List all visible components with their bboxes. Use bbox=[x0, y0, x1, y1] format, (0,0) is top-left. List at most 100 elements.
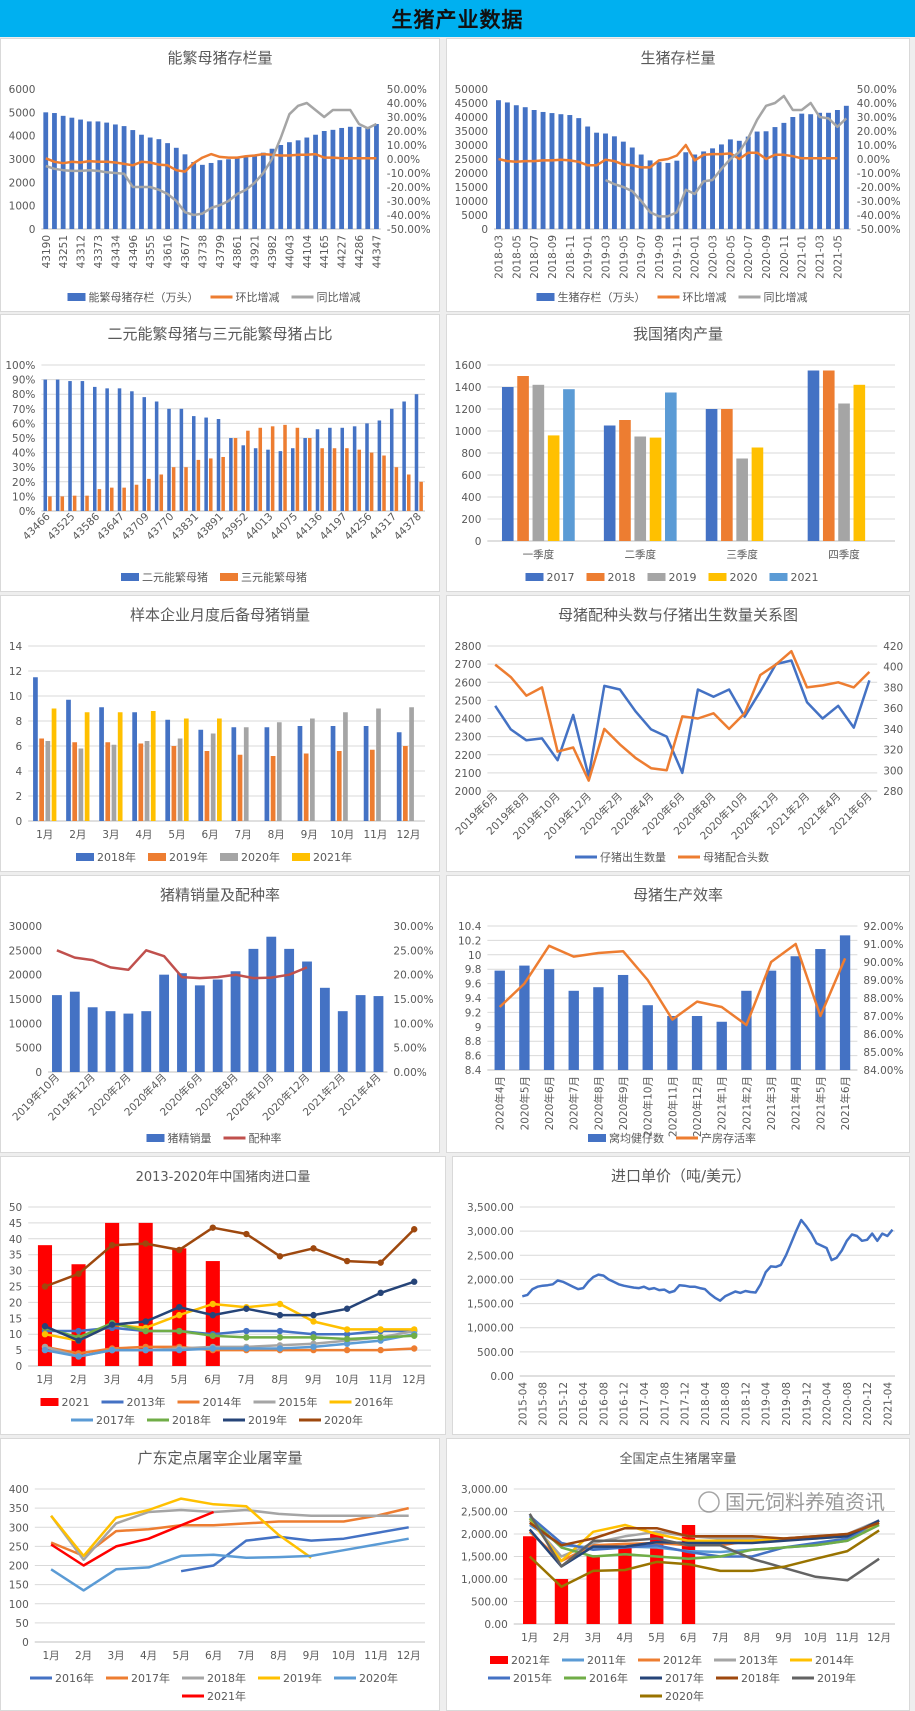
y-axis-left: 0 5000 10000 15000 20000 25000 30000 bbox=[9, 921, 42, 1079]
x-tick-label: 2020-12 bbox=[862, 1382, 874, 1426]
y-tick-label: 10 bbox=[9, 1329, 22, 1341]
bar bbox=[618, 1546, 632, 1624]
bar bbox=[710, 148, 715, 229]
line-series bbox=[498, 143, 838, 169]
bar bbox=[310, 718, 315, 821]
bar bbox=[69, 117, 75, 229]
x-tick-label: 43799 bbox=[215, 235, 227, 268]
bar bbox=[276, 722, 282, 821]
bar bbox=[519, 965, 530, 1070]
y-tick-label: -30.00% bbox=[387, 196, 431, 208]
y-tick-label: 20 bbox=[9, 1297, 22, 1309]
x-tick-label: 4月 bbox=[135, 829, 152, 841]
y-tick-label: 2,500.00 bbox=[467, 1250, 514, 1262]
bar bbox=[278, 145, 284, 229]
x-tick-label: 12月 bbox=[397, 1650, 421, 1662]
x-tick-label: 2018-11 bbox=[565, 235, 577, 279]
bar bbox=[52, 113, 57, 229]
legend-label: 2015年 bbox=[513, 1671, 552, 1685]
bar bbox=[123, 1013, 134, 1072]
x-tick-label: 10月 bbox=[335, 1374, 359, 1386]
x-tick-label: 12月 bbox=[867, 1632, 891, 1644]
bar bbox=[132, 712, 137, 821]
bar bbox=[345, 448, 349, 511]
legend-label: 2020年 bbox=[359, 1671, 398, 1685]
series-line bbox=[50, 1537, 409, 1592]
y-tick-label: 50000 bbox=[455, 84, 488, 96]
y-axis-left: 0 5000 10000 15000 20000 25000 30000 35000 40000… bbox=[455, 84, 488, 236]
bar bbox=[210, 733, 216, 821]
bar bbox=[594, 132, 600, 229]
bar bbox=[419, 481, 423, 511]
legend: 2017 2018 2019 2020 2021 bbox=[525, 571, 819, 584]
y-tick-label: 300 bbox=[9, 1522, 29, 1534]
legend: 2018年 2019年 2020年 2021年 bbox=[76, 850, 352, 864]
x-tick-label: 2019-08 bbox=[781, 1382, 793, 1426]
y-tick-label: 40% bbox=[12, 448, 35, 460]
y-tick-label: 35 bbox=[9, 1250, 22, 1262]
legend-item: 2019年 bbox=[792, 1671, 856, 1685]
bar bbox=[51, 708, 57, 821]
bar-series bbox=[33, 677, 402, 821]
y-tick-label: 200 bbox=[9, 1561, 29, 1573]
y-tick-label: 90% bbox=[12, 375, 35, 387]
chart-panel: 全国定点生猪屠宰量 2021年 2011年 2012年 2013年 2014年 2015年 2… bbox=[446, 1438, 910, 1711]
data-point bbox=[411, 1345, 418, 1352]
y-tick-label: 1,000.00 bbox=[467, 1323, 514, 1335]
x-tick-label: 2020-09 bbox=[761, 235, 773, 279]
x-tick-label: 2016-08 bbox=[598, 1382, 610, 1426]
bar bbox=[147, 478, 151, 511]
x-tick-label: 43738 bbox=[197, 235, 209, 268]
x-tick-label: 2020-05 bbox=[725, 235, 737, 279]
bar bbox=[382, 455, 386, 511]
bar bbox=[586, 1555, 600, 1624]
x-tick-label: 44227 bbox=[337, 235, 349, 268]
bar bbox=[340, 427, 345, 511]
x-tick-label: 7月 bbox=[238, 1650, 255, 1662]
x-tick-label: 9月 bbox=[305, 1374, 322, 1386]
bar bbox=[347, 126, 353, 229]
legend-item: 仔猪出生数量 bbox=[575, 850, 666, 864]
legend-swatch bbox=[121, 573, 139, 581]
legend-item: 2012年 bbox=[638, 1653, 702, 1667]
y-axis-left: 0 1000 2000 3000 4000 5000 6000 bbox=[9, 84, 36, 236]
bar bbox=[716, 1021, 727, 1070]
series-line bbox=[180, 1526, 409, 1573]
y-tick-label: 30 bbox=[9, 1266, 22, 1278]
bar bbox=[269, 148, 275, 229]
bar bbox=[191, 162, 197, 229]
x-tick-label: 2018-08 bbox=[720, 1382, 732, 1426]
x-tick-label: 43434 bbox=[110, 235, 122, 269]
bar bbox=[45, 741, 51, 821]
x-tick-label: 4月 bbox=[137, 1374, 154, 1386]
y-tick-label: 15000 bbox=[9, 994, 42, 1006]
x-tick-label: 6月 bbox=[205, 1650, 222, 1662]
bar bbox=[691, 1016, 703, 1070]
y-axis-right: 84.00% 85.00% 86.00% 87.00% 88.00% 89.00% 90.0… bbox=[863, 921, 903, 1077]
y-tick-label: 5000 bbox=[15, 1043, 42, 1055]
bar bbox=[853, 384, 866, 541]
bar bbox=[619, 420, 631, 541]
y-tick-label: 0.00 bbox=[484, 1619, 507, 1631]
y-tick-label: -30.00% bbox=[857, 196, 901, 208]
legend-label: 2021年 bbox=[313, 850, 352, 864]
x-tick-label: 7月 bbox=[238, 1374, 255, 1386]
y-tick-label: 30000 bbox=[9, 921, 42, 933]
x-tick-label: 2019-07 bbox=[636, 235, 648, 279]
legend-label: 环比增减 bbox=[236, 290, 280, 304]
y-tick-label: 800 bbox=[461, 448, 481, 460]
bar bbox=[409, 707, 414, 821]
legend-swatch bbox=[220, 573, 238, 581]
bar bbox=[177, 973, 187, 1072]
page-title: 生猪产业数据 bbox=[391, 7, 524, 32]
chart-title: 母猪生产效率 bbox=[633, 886, 723, 904]
bar-series bbox=[494, 935, 851, 1070]
x-tick-label: 2019-01 bbox=[583, 235, 595, 279]
bar bbox=[84, 712, 90, 821]
legend-label: 2020年 bbox=[665, 1689, 704, 1703]
legend-item: 同比增减 bbox=[291, 290, 361, 304]
legend-label: 2017年 bbox=[96, 1413, 135, 1427]
x-axis: 2020年4月 2020年5月 2020年6月 2020年7月 2020年8月 2020年… bbox=[494, 1076, 852, 1137]
chart-panel: 母猪生产效率 窝均健仔数 产房存活率 8.4 8.6 8.8 9 9.2 9.4 9.6 9.8 10… bbox=[446, 875, 910, 1153]
